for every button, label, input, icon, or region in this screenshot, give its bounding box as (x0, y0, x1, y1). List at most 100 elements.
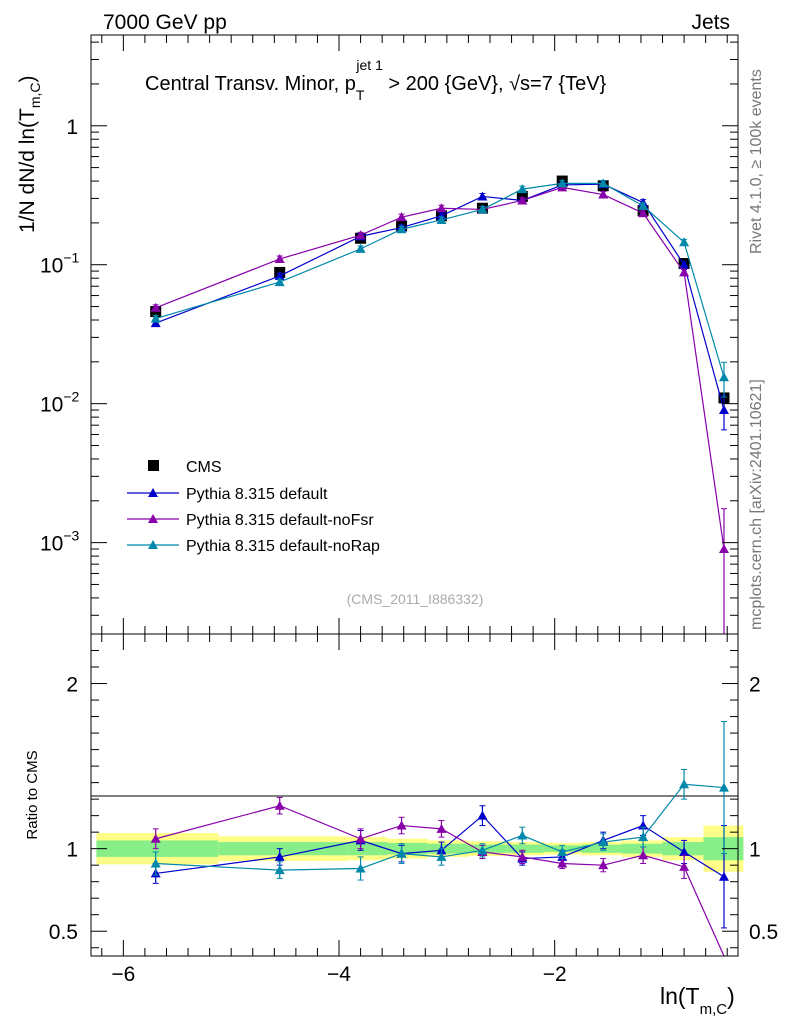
ratio-point-pythia-8-315-default-norap (679, 779, 690, 789)
point-pythia-8-315-default-norap (517, 184, 528, 194)
ratio-point-pythia-8-315-default-norap (477, 845, 488, 855)
ratio-point-pythia-8-315-default-norap (355, 863, 366, 873)
point-pythia-8-315-default-norap (557, 178, 568, 188)
xtick-label: −6 (111, 963, 135, 986)
ratio-frame (90, 633, 739, 957)
ratio-point-pythia-8-315-default (477, 810, 488, 820)
main-ytick-label: 10−2 (40, 389, 80, 417)
ratio-line-pythia-8-315-default (155, 814, 725, 878)
side-label-bottom: mcplots.cern.ch [arXiv:2401.10621] (748, 379, 765, 630)
main-ytick-base: 10 (40, 394, 63, 417)
legend-label-default: Pythia 8.315 default (186, 486, 328, 503)
energy-label: 7000 GeV pp (103, 11, 227, 34)
band-inner (506, 844, 544, 853)
ratio-ytick-label: 0.5 (49, 921, 78, 944)
main-panel: 110−110−210−3 Central Transv. Minor, pTj… (16, 34, 739, 635)
ratio-point-pythia-8-315-default-nofsr (150, 833, 161, 843)
ratio-ytick-label: 2 (66, 674, 78, 697)
legend: CMS Pythia 8.315 default Pythia 8.315 de… (127, 459, 380, 555)
ratio-point-pythia-8-315-default (274, 851, 285, 861)
point-pythia-8-315-default-norap (679, 237, 690, 247)
ratio-point-pythia-8-315-default-norap (517, 830, 528, 840)
ratio-point-pythia-8-315-default-norap (638, 832, 649, 842)
point-pythia-8-315-default-norap (355, 243, 366, 253)
main-ytick-base: 1 (66, 116, 78, 139)
ratio-point-pythia-8-315-default-norap (150, 858, 161, 868)
process-label: Jets (691, 11, 730, 34)
band-inner (387, 842, 428, 855)
legend-marker-default (148, 488, 158, 497)
band-inner (347, 842, 388, 856)
band-inner (218, 842, 348, 856)
ratio-point-pythia-8-315-default-nofsr (355, 833, 366, 843)
plot-title-sub: T (356, 87, 365, 103)
legend-marker-nofsr (148, 514, 158, 523)
point-pythia-8-315-default-norap (274, 277, 285, 287)
ratio-point-pythia-8-315-default-nofsr (598, 860, 609, 870)
legend-label-cms: CMS (186, 459, 222, 476)
side-label-top: Rivet 4.1.0, ≥ 100k events (748, 69, 765, 254)
xtick-label: −2 (543, 963, 567, 986)
point-pythia-8-315-default-nofsr (638, 208, 649, 218)
point-pythia-8-315-default-nofsr (355, 230, 366, 240)
band-inner (427, 843, 469, 854)
line-pythia-8-315-default-nofsr (155, 186, 725, 550)
main-ylabel-main: 1/N dN/d ln(T (16, 108, 39, 233)
ratio-point-pythia-8-315-default-nofsr (517, 851, 528, 861)
point-pythia-8-315-default-norap (150, 313, 161, 323)
point-pythia-8-315-default-nofsr (517, 195, 528, 205)
ratio-marks (150, 721, 729, 957)
point-pythia-8-315-default-norap (598, 178, 609, 188)
main-ytick-label: 10−3 (40, 528, 80, 556)
main-ytick-exp: −1 (63, 250, 79, 266)
ratio-point-pythia-8-315-default-norap (557, 846, 568, 856)
line-pythia-8-315-default-norap (155, 182, 725, 378)
point-pythia-8-315-default (150, 318, 161, 328)
point-pythia-8-315-default-nofsr (150, 302, 161, 312)
main-ylabel-sub: m,C (27, 82, 43, 108)
point-pythia-8-315-default-nofsr (396, 212, 407, 222)
xlabel: ln(Tm,C) (660, 983, 735, 1018)
main-ytick-base: 10 (40, 255, 63, 278)
ratio-point-pythia-8-315-default-norap (436, 851, 447, 861)
ratio-point-pythia-8-315-default-nofsr (396, 820, 407, 830)
ratio-ytick-label-right: 0.5 (749, 921, 778, 944)
xlabel-close: ) (727, 983, 735, 1009)
main-ytick-label: 1 (66, 116, 78, 139)
point-pythia-8-315-default (679, 259, 690, 269)
main-ytick-exp: −3 (63, 528, 79, 544)
point-pythia-8-315-default (718, 405, 729, 415)
ratio-panel: 0.5 0.5 1 1 2 2 −6 −4 −2 Ratio to CMS ln(Tm,C) (24, 633, 778, 1018)
ratio-point-pythia-8-315-default-norap (718, 782, 729, 792)
main-marks (150, 175, 730, 635)
point-pythia-8-315-default-norap (718, 372, 729, 382)
legend-marker-norap (148, 540, 158, 549)
point-pythia-8-315-default-norap (477, 204, 488, 214)
main-ytick-exp: −2 (63, 389, 79, 405)
plot-title-sup: jet 1 (355, 57, 383, 73)
point-pythia-8-315-default-nofsr (679, 267, 690, 277)
ratio-point-pythia-8-315-default-nofsr (638, 850, 649, 860)
ratio-ylabel: Ratio to CMS (24, 750, 41, 839)
point-pythia-8-315-default-norap (638, 200, 649, 210)
main-ticks: 110−110−210−3 (40, 35, 738, 634)
point-pythia-8-315-default-nofsr (718, 543, 729, 553)
ratio-ytick-label-right: 2 (749, 674, 761, 697)
main-ytick-base: 10 (40, 533, 63, 556)
ratio-ticks: 0.5 0.5 1 1 2 2 −6 −4 −2 (49, 634, 778, 986)
ratio-point-pythia-8-315-default (718, 871, 729, 881)
ratio-point-pythia-8-315-default-norap (598, 837, 609, 847)
xtick-label: −4 (327, 963, 351, 986)
ratio-ytick-label: 1 (66, 839, 78, 862)
point-pythia-8-315-default-norap (396, 224, 407, 234)
point-pythia-8-315-default (477, 191, 488, 201)
xlabel-sub: m,C (700, 1001, 728, 1018)
point-pythia-8-315-default-nofsr (598, 189, 609, 199)
legend-label-nofsr: Pythia 8.315 default-noFsr (186, 512, 374, 529)
xlabel-main: ln(T (660, 983, 700, 1009)
ratio-point-pythia-8-315-default (679, 846, 690, 856)
main-ylabel-close: ) (16, 75, 39, 82)
ratio-point-pythia-8-315-default-nofsr (679, 861, 690, 871)
ratio-point-pythia-8-315-default-nofsr (557, 858, 568, 868)
ratio-line-pythia-8-315-default-norap (155, 783, 725, 871)
